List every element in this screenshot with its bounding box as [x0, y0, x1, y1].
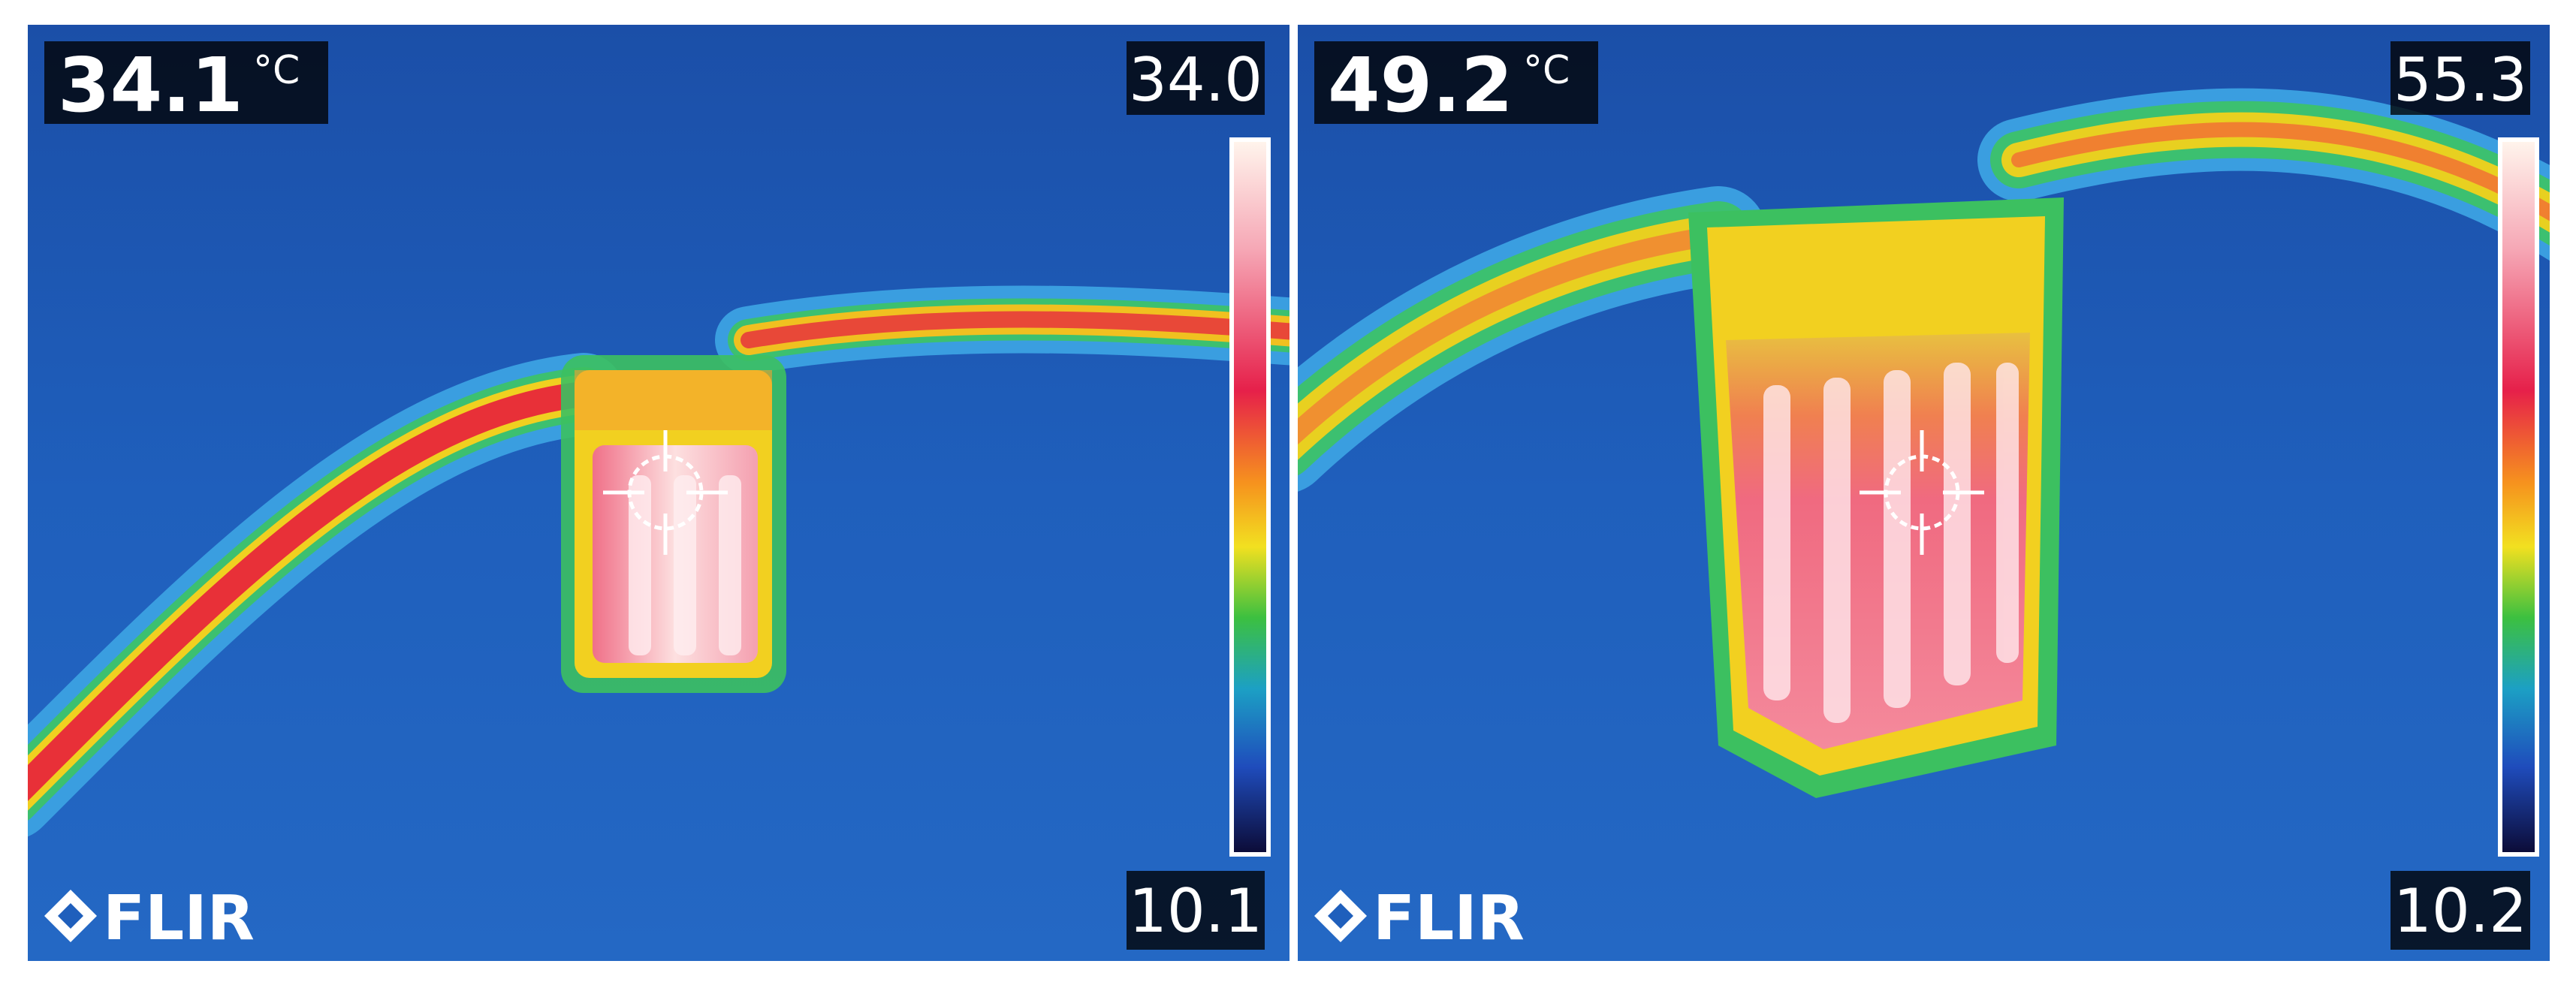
scale-min: 10.2 [2394, 876, 2527, 946]
logo-icon [1314, 890, 1367, 942]
spot-temperature: 34.1 [58, 41, 243, 129]
scale-min-box [2390, 871, 2530, 950]
scale-min-box [1127, 871, 1265, 950]
thermal-panel: 49.2 °C 55.3 10.2 FLIR [1298, 25, 2550, 961]
thermal-panel: 34.1 °C 34.0 10.1 FLIR [28, 25, 1290, 961]
logo-icon [44, 890, 97, 942]
colorbar [1234, 142, 1266, 852]
unit: °C [253, 48, 300, 93]
scale-max-box [2390, 41, 2530, 115]
crosshair [1860, 430, 1984, 555]
unit: °C [1523, 48, 1570, 93]
cable [28, 285, 1290, 836]
scale-max: 55.3 [2394, 45, 2527, 115]
battery [1688, 197, 2064, 798]
scale-max: 34.0 [1129, 45, 1262, 115]
spot-box [44, 41, 328, 124]
scale-min: 10.1 [1129, 876, 1262, 946]
battery [561, 355, 786, 693]
crosshair [603, 430, 728, 555]
scale-max-box [1127, 41, 1265, 115]
spot-temperature: 49.2 [1328, 41, 1513, 129]
logo: FLIR [103, 883, 255, 954]
logo: FLIR [1373, 883, 1525, 954]
spot-box [1314, 41, 1598, 124]
colorbar [2502, 142, 2535, 852]
cable [1298, 88, 2550, 492]
